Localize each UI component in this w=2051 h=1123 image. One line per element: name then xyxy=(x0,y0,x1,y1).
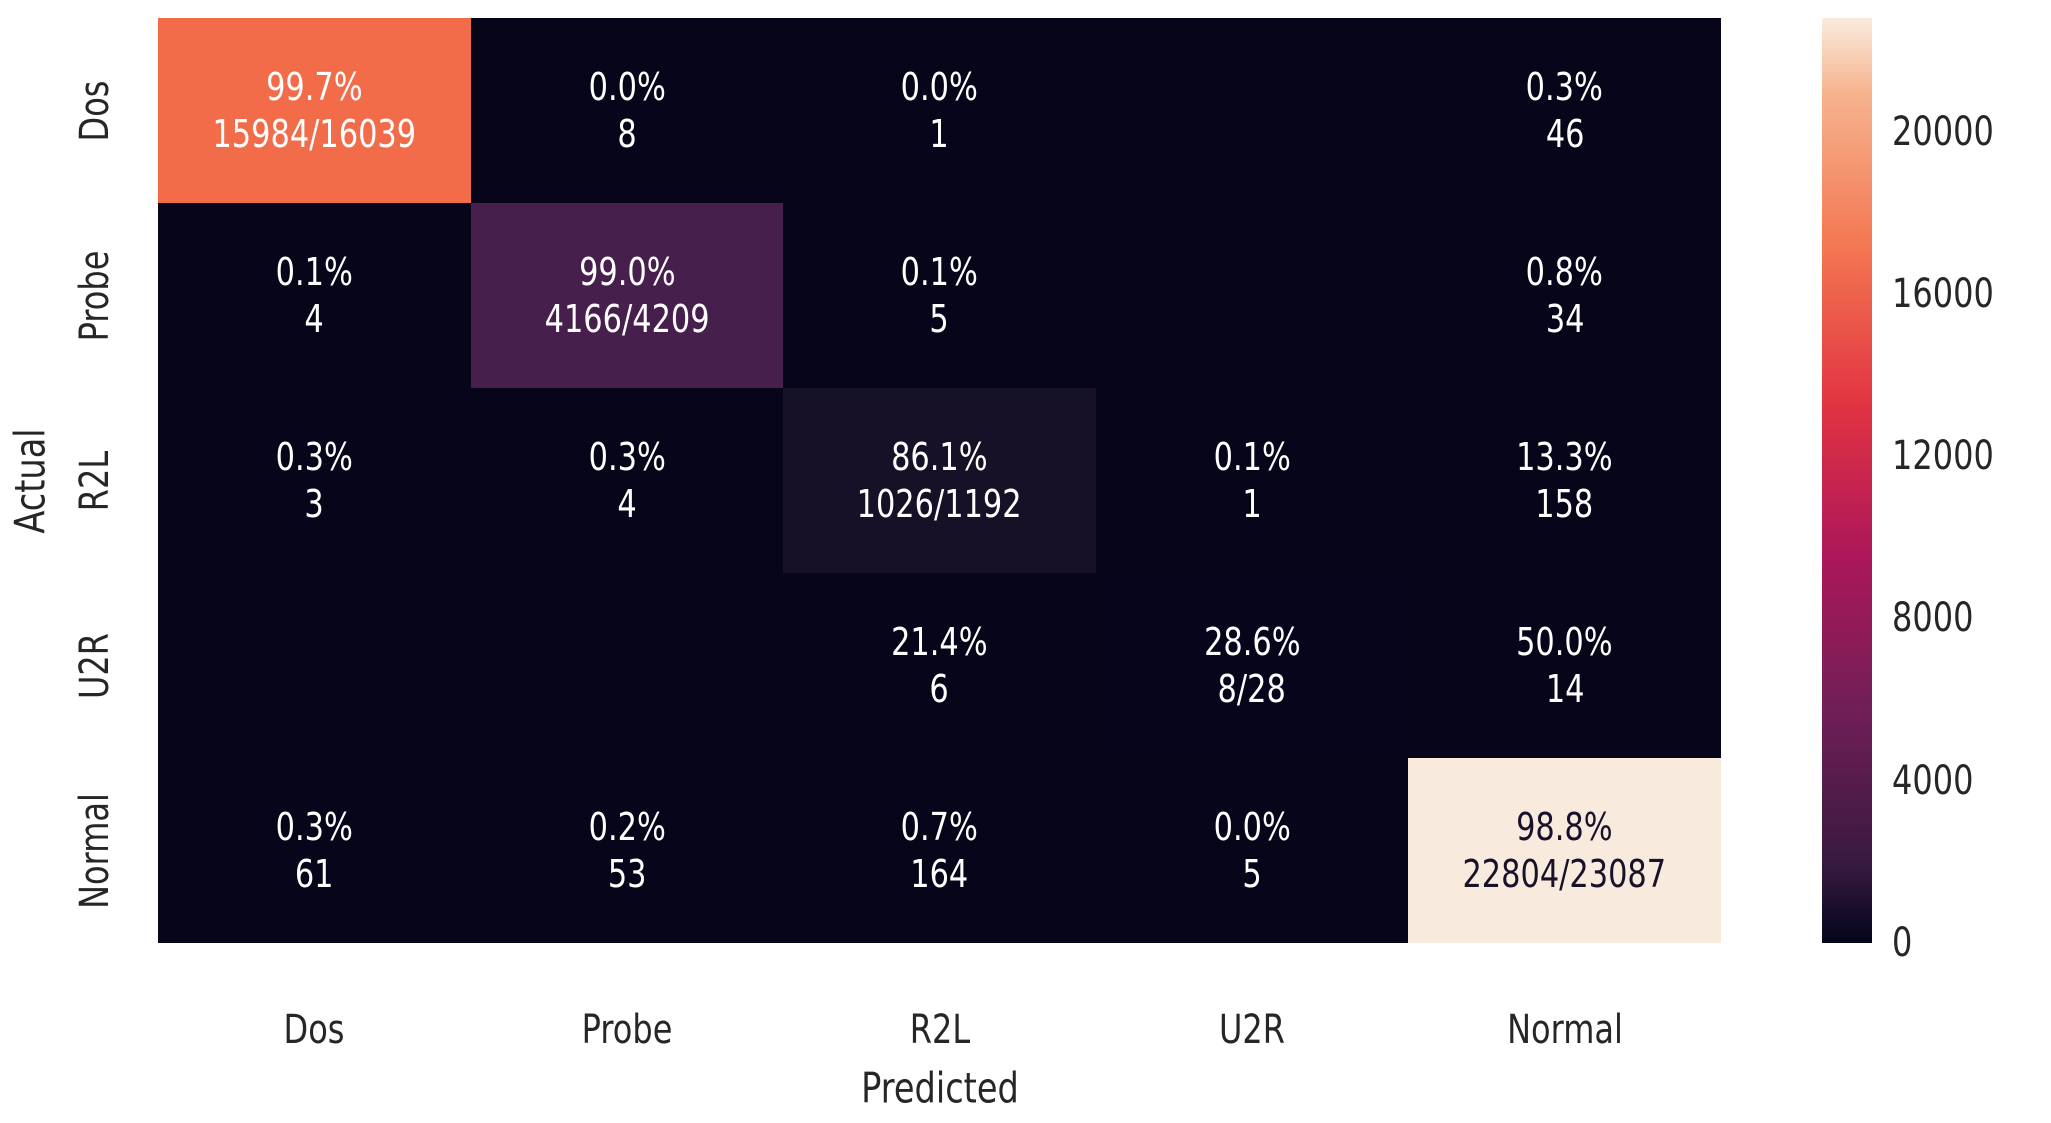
cell-count: 61 xyxy=(294,851,334,896)
cell-percent: 0.3% xyxy=(588,435,666,480)
colorbar-tick-label-16000: 16000 xyxy=(1892,270,1994,317)
heatmap-cell-r2l-dos: 0.3% 3 xyxy=(158,388,471,573)
x-tick-label-u2r: U2R xyxy=(1219,1007,1286,1053)
cell-count: 5 xyxy=(1242,851,1262,896)
heatmap-cell-probe-dos: 0.1% 4 xyxy=(158,203,471,388)
heatmap-cell-dos-r2l: 0.0% 1 xyxy=(783,18,1096,203)
heatmap-grid: 99.7% 15984/16039 0.0% 8 0.0% 1 0.3% 46 0.1% 4 99.… xyxy=(158,18,1721,943)
cell-count: 164 xyxy=(910,851,969,896)
heatmap-cell-r2l-u2r: 0.1% 1 xyxy=(1095,388,1409,573)
cell-percent: 86.1% xyxy=(891,435,988,480)
cell-count: 8/28 xyxy=(1217,666,1287,711)
colorbar-tick-label-4000: 4000 xyxy=(1892,757,1974,804)
cell-count: 46 xyxy=(1545,111,1585,156)
cell-percent: 0.2% xyxy=(588,805,666,850)
cell-percent: 98.8% xyxy=(1516,805,1613,850)
heatmap-cell-u2r-probe xyxy=(470,573,784,758)
cell-percent: 0.3% xyxy=(275,435,353,480)
cell-count: 1 xyxy=(929,111,950,156)
heatmap-cell-probe-normal: 0.8% 34 xyxy=(1408,203,1721,388)
colorbar-tick-label-20000: 20000 xyxy=(1892,108,1994,155)
cell-count: 8 xyxy=(617,111,637,156)
cell-count: 1026/1192 xyxy=(856,481,1022,526)
heatmap-cell-dos-dos: 99.7% 15984/16039 xyxy=(158,18,471,203)
cell-percent: 0.1% xyxy=(900,250,979,295)
cell-percent: 0.0% xyxy=(588,65,666,110)
cell-count: 5 xyxy=(929,296,950,341)
heatmap-cell-u2r-u2r: 28.6% 8/28 xyxy=(1095,573,1409,758)
y-axis-label: Actual xyxy=(5,427,55,534)
cell-percent: 0.8% xyxy=(1526,250,1604,295)
heatmap-cell-u2r-dos xyxy=(158,573,471,758)
heatmap-cell-normal-r2l: 0.7% 164 xyxy=(783,758,1096,943)
y-tick-label-probe: Probe xyxy=(72,250,118,341)
cell-percent: 0.3% xyxy=(275,805,353,850)
cell-percent: 0.7% xyxy=(900,805,979,850)
heatmap-cell-u2r-r2l: 21.4% 6 xyxy=(783,573,1096,758)
heatmap-cell-r2l-r2l: 86.1% 1026/1192 xyxy=(783,388,1096,573)
y-tick-label-r2l: R2L xyxy=(72,450,118,511)
cell-percent: 0.1% xyxy=(1213,435,1291,480)
cell-count: 4 xyxy=(304,296,324,341)
cell-count: 53 xyxy=(607,851,647,896)
y-tick-label-normal: Normal xyxy=(72,792,118,909)
cell-count: 6 xyxy=(929,666,950,711)
cell-count: 4 xyxy=(617,481,637,526)
x-tick-label-probe: Probe xyxy=(581,1007,673,1053)
heatmap-cell-dos-normal: 0.3% 46 xyxy=(1408,18,1721,203)
x-tick-label-dos: Dos xyxy=(283,1007,345,1053)
cell-count: 22804/23087 xyxy=(1462,851,1667,896)
heatmap-cell-r2l-probe: 0.3% 4 xyxy=(470,388,784,573)
cell-percent: 28.6% xyxy=(1203,620,1301,665)
heatmap-cell-normal-dos: 0.3% 61 xyxy=(158,758,471,943)
cell-count: 158 xyxy=(1535,481,1594,526)
cell-count: 14 xyxy=(1545,666,1585,711)
colorbar-tick-label-12000: 12000 xyxy=(1892,433,1994,480)
cell-percent: 50.0% xyxy=(1516,620,1613,665)
heatmap-cell-r2l-normal: 13.3% 158 xyxy=(1408,388,1721,573)
colorbar-gradient xyxy=(1822,18,1872,943)
heatmap-cell-probe-u2r xyxy=(1095,203,1409,388)
colorbar-tick-label-0: 0 xyxy=(1892,920,1913,966)
heatmap-cell-normal-probe: 0.2% 53 xyxy=(470,758,784,943)
heatmap-cell-probe-probe: 99.0% 4166/4209 xyxy=(470,203,784,388)
cell-count: 4166/4209 xyxy=(544,296,710,341)
cell-percent: 0.0% xyxy=(900,65,979,110)
cell-count: 34 xyxy=(1545,296,1585,341)
cell-count: 1 xyxy=(1242,481,1262,526)
heatmap-cell-probe-r2l: 0.1% 5 xyxy=(783,203,1096,388)
cell-count: 3 xyxy=(304,481,324,526)
cell-percent: 0.0% xyxy=(1213,805,1291,850)
y-tick-label-u2r: U2R xyxy=(72,632,118,699)
x-tick-label-r2l: R2L xyxy=(909,1007,970,1053)
heatmap-cell-dos-u2r xyxy=(1095,18,1409,203)
cell-percent: 0.1% xyxy=(275,250,353,295)
x-axis-label: Predicted xyxy=(860,1063,1019,1113)
cell-count: 15984/16039 xyxy=(212,111,417,156)
y-tick-label-dos: Dos xyxy=(72,80,118,141)
cell-percent: 21.4% xyxy=(891,620,988,665)
heatmap-cell-normal-u2r: 0.0% 5 xyxy=(1095,758,1409,943)
cell-percent: 13.3% xyxy=(1516,435,1613,480)
colorbar-tick-label-8000: 8000 xyxy=(1892,595,1974,642)
x-tick-label-normal: Normal xyxy=(1506,1007,1623,1053)
heatmap-cell-normal-normal: 98.8% 22804/23087 xyxy=(1408,758,1721,943)
cell-percent: 99.0% xyxy=(578,250,676,295)
cell-percent: 0.3% xyxy=(1526,65,1604,110)
heatmap-cell-u2r-normal: 50.0% 14 xyxy=(1408,573,1721,758)
heatmap-cell-dos-probe: 0.0% 8 xyxy=(470,18,784,203)
cell-percent: 99.7% xyxy=(266,65,363,110)
